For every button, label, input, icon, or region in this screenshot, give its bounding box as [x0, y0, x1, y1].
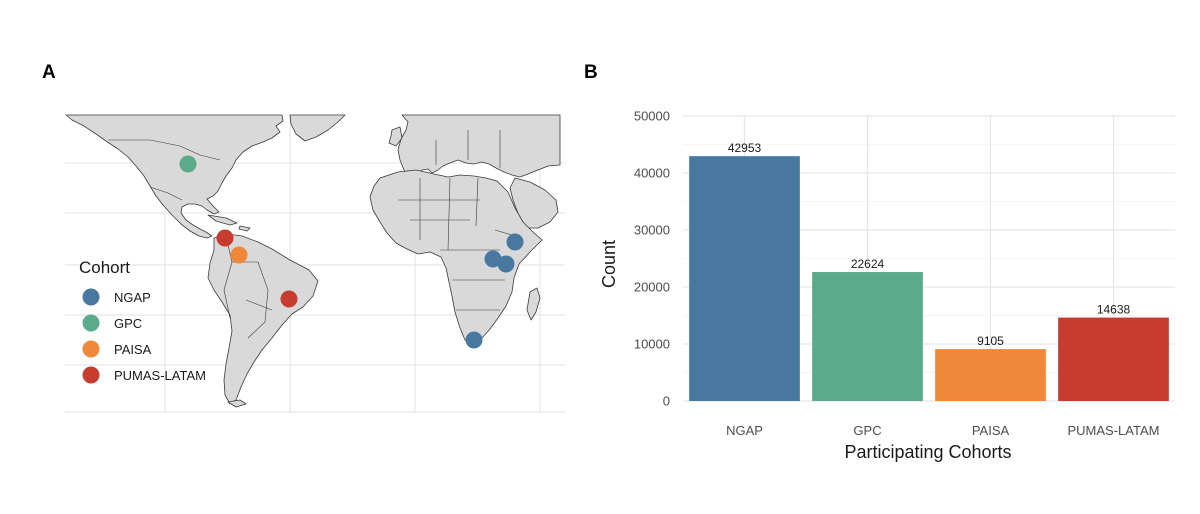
legend-label-gpc: GPC [114, 316, 142, 331]
x-tick-label-pumas-latam: PUMAS-LATAM [1068, 423, 1160, 438]
x-tick-label-gpc: GPC [853, 423, 881, 438]
map-point-pumas-latam-brazil [280, 290, 298, 308]
map-point-ngap-kenya [497, 255, 515, 273]
data-label-ngap: 42953 [728, 141, 762, 155]
arabian-peninsula [509, 177, 559, 229]
bar-chart: 0 10000 20000 30000 40000 50000 42953 22624 910… [599, 109, 1175, 462]
y-tick-label: 40000 [634, 166, 670, 181]
legend-item-pumas-latam: PUMAS-LATAM [82, 366, 206, 384]
data-label-paisa: 9105 [977, 334, 1004, 348]
x-tick-label-paisa: PAISA [972, 423, 1010, 438]
legend-label-pumas-latam: PUMAS-LATAM [114, 368, 206, 383]
map-point-paisa-colombia [230, 246, 248, 264]
map-legend: Cohort NGAP GPC PAISA PUMAS-LATAM [79, 258, 206, 384]
y-tick-label: 10000 [634, 337, 670, 352]
panel-b-label: B [584, 62, 598, 83]
legend-swatch-pumas-latam [82, 366, 100, 384]
y-tick-label: 50000 [634, 109, 670, 124]
legend-label-paisa: PAISA [114, 342, 152, 357]
data-label-pumas-latam: 14638 [1097, 303, 1131, 317]
caribbean-islands [207, 214, 251, 232]
bar-series [689, 156, 1169, 401]
map-point-ngap-uganda [484, 250, 502, 268]
legend-swatch-paisa [82, 340, 100, 358]
y-tick-label: 0 [663, 394, 670, 409]
bar-gpc [812, 272, 923, 401]
legend-item-ngap: NGAP [82, 288, 151, 306]
legend-item-gpc: GPC [82, 314, 142, 332]
x-axis-ticks: NGAP GPC PAISA PUMAS-LATAM [726, 423, 1159, 438]
y-axis-title: Count [599, 240, 619, 288]
bar-ngap [689, 156, 800, 401]
panel-a-label: A [42, 62, 56, 83]
country-borders [108, 130, 523, 339]
greenland-landmass [289, 114, 346, 142]
y-tick-label: 20000 [634, 280, 670, 295]
y-axis-ticks: 0 10000 20000 30000 40000 50000 [634, 109, 670, 409]
x-axis-title: Participating Cohorts [844, 442, 1011, 462]
x-tick-label-ngap: NGAP [726, 423, 763, 438]
legend-item-paisa: PAISA [82, 340, 152, 358]
madagascar-landmass [526, 287, 541, 321]
bar-data-labels: 42953 22624 9105 14638 [728, 141, 1131, 348]
map-point-ngap-south-africa [465, 331, 483, 349]
legend-swatch-gpc [82, 314, 100, 332]
british-isles [388, 126, 403, 147]
map-point-pumas-latam-central-america [216, 229, 234, 247]
y-tick-label: 30000 [634, 223, 670, 238]
data-label-gpc: 22624 [851, 257, 885, 271]
site-markers [179, 155, 524, 349]
tierra-del-fuego [227, 399, 247, 408]
legend-swatch-ngap [82, 288, 100, 306]
bar-paisa [935, 349, 1046, 401]
map-point-ngap-ethiopia [506, 233, 524, 251]
north-america-landmass [65, 114, 284, 239]
bar-pumas-latam [1058, 317, 1169, 401]
legend-title: Cohort [79, 258, 130, 277]
europe-landmass [397, 114, 561, 178]
south-america-landmass [207, 233, 319, 405]
map-point-gpc-usa [179, 155, 197, 173]
world-map: Cohort NGAP GPC PAISA PUMAS-LATAM [65, 114, 565, 413]
africa-landmass [369, 169, 543, 344]
legend-label-ngap: NGAP [114, 290, 151, 305]
